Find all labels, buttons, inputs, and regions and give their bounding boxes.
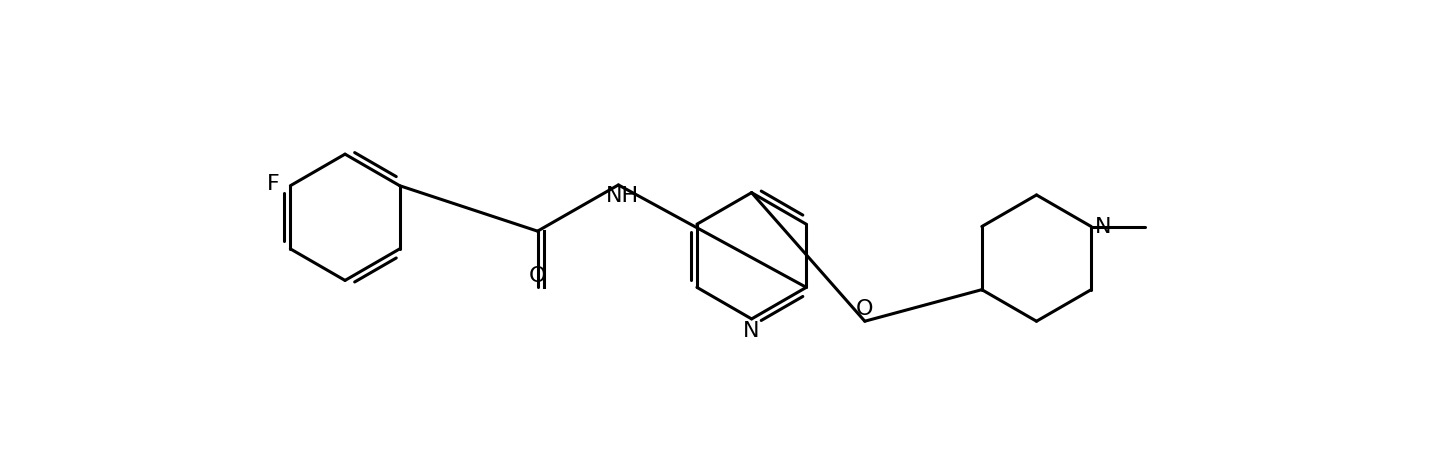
Text: N: N: [743, 321, 759, 341]
Text: O: O: [529, 266, 546, 286]
Text: NH: NH: [605, 186, 638, 206]
Text: O: O: [856, 299, 873, 319]
Text: F: F: [267, 174, 280, 194]
Text: N: N: [1096, 217, 1112, 237]
